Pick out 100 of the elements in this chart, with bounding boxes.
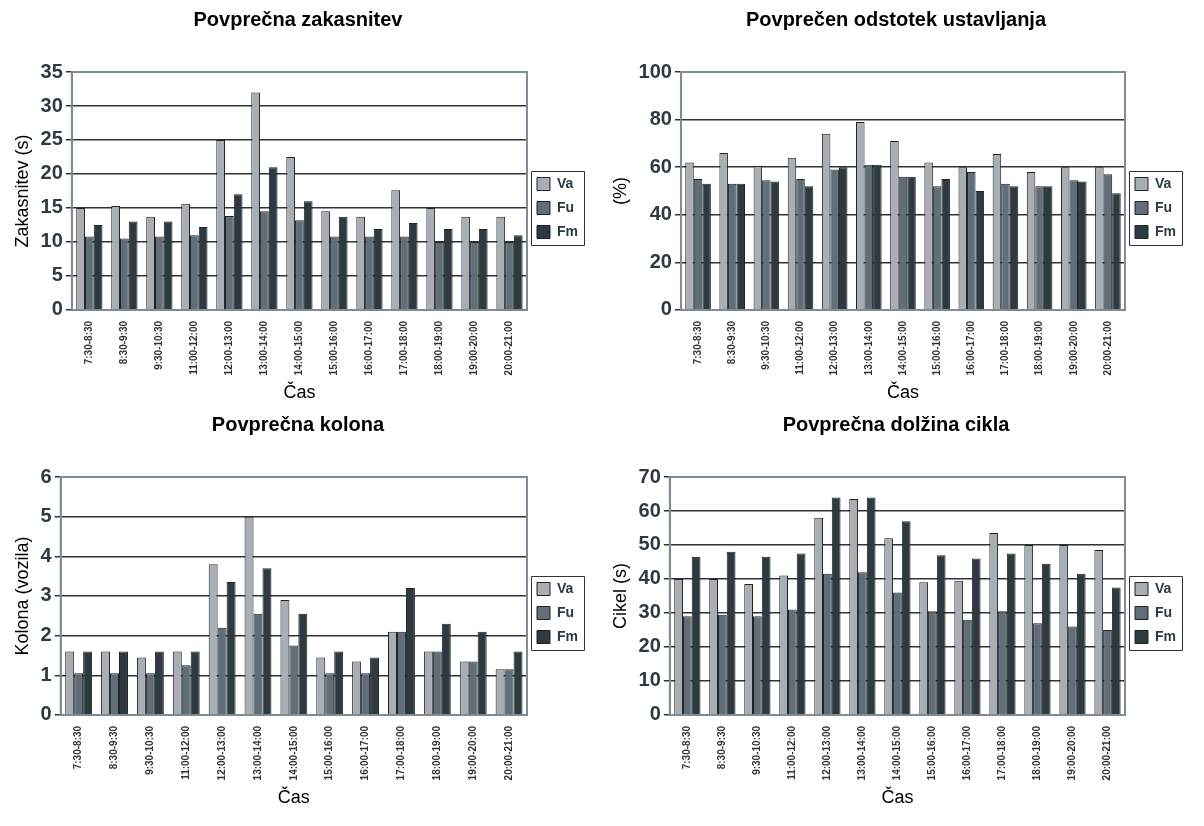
chart-title: Povprečna zakasnitev [193, 7, 404, 30]
x-axis-title: Čas [886, 381, 919, 403]
x-tick-label: 20:00-21:00 [1101, 320, 1113, 376]
legend-label: Va [1155, 579, 1172, 596]
x-tick-label: 12:00-13:00 [215, 725, 227, 781]
x-tick-label: 19:00-20:00 [1066, 725, 1078, 781]
y-tick-label: 6 [40, 464, 52, 487]
x-tick-label: 19:00-20:00 [1067, 320, 1079, 376]
x-tick-label: 17:00-18:00 [999, 320, 1011, 376]
x-tick-label: 19:00-20:00 [468, 320, 480, 376]
chart-title: Povprečna kolona [211, 412, 386, 435]
y-tick-label: 80 [649, 107, 672, 130]
legend-label: Fu [1155, 198, 1173, 215]
y-tick-label: 40 [638, 566, 661, 589]
x-tick-label: 13:00-14:00 [862, 320, 874, 376]
y-tick-label: 10 [40, 229, 63, 252]
y-tick-label: 5 [40, 504, 52, 527]
x-tick-label: 7:30-8:30 [691, 320, 703, 365]
y-tick-label: 30 [40, 93, 63, 116]
y-tick-label: 60 [649, 154, 672, 177]
y-tick-label: 70 [638, 464, 661, 487]
x-tick-label: 8:30-9:30 [725, 320, 737, 365]
x-tick-label: 16:00-17:00 [965, 320, 977, 376]
x-tick-label: 17:00-18:00 [395, 725, 407, 781]
y-tick-label: 10 [638, 668, 661, 691]
x-tick-label: 16:00-17:00 [363, 320, 375, 376]
x-tick-label: 9:30-10:30 [144, 725, 156, 775]
y-tick-label: 100 [638, 59, 672, 82]
x-tick-label: 9:30-10:30 [760, 320, 772, 370]
y-tick-label: 5 [51, 263, 63, 286]
x-tick-label: 13:00-14:00 [258, 320, 270, 376]
y-tick-label: 20 [649, 249, 672, 272]
x-tick-label: 12:00-13:00 [223, 320, 235, 376]
x-tick-label: 8:30-9:30 [118, 320, 130, 365]
x-tick-label: 7:30-8:30 [681, 725, 693, 770]
y-tick-label: 20 [638, 634, 661, 657]
x-tick-label: 18:00-19:00 [433, 320, 445, 376]
x-tick-label: 20:00-21:00 [502, 725, 514, 781]
y-axis-title: Kolona (vozila) [11, 536, 32, 656]
x-tick-label: 14:00-15:00 [287, 725, 299, 781]
y-tick-label: 25 [40, 127, 63, 150]
y-tick-label: 2 [40, 623, 52, 646]
y-tick-label: 0 [40, 702, 52, 725]
legend-label: Fm [557, 627, 578, 644]
x-tick-label: 12:00-13:00 [828, 320, 840, 376]
x-tick-label: 16:00-17:00 [961, 725, 973, 781]
legend-label: Fm [557, 222, 578, 239]
legend-label: Fm [1155, 627, 1176, 644]
y-tick-label: 50 [638, 532, 661, 555]
x-tick-label: 17:00-18:00 [996, 725, 1008, 781]
legend-label: Fu [557, 603, 575, 620]
chart-title: Povprečna dolžina cikla [782, 412, 1011, 435]
x-axis-title: Čas [881, 786, 914, 808]
x-tick-label: 7:30-8:30 [83, 320, 95, 365]
x-tick-label: 14:00-15:00 [896, 320, 908, 376]
x-tick-label: 20:00-21:00 [503, 320, 515, 376]
x-tick-label: 17:00-18:00 [398, 320, 410, 376]
x-tick-label: 11:00-12:00 [180, 725, 192, 780]
y-tick-label: 1 [40, 662, 52, 685]
y-tick-label: 0 [51, 297, 63, 320]
y-axis-title: Zakasnitev (s) [11, 134, 32, 248]
x-tick-label: 11:00-12:00 [794, 320, 806, 375]
legend-label: Fu [1155, 603, 1173, 620]
y-tick-label: 15 [40, 195, 63, 218]
legend-label: Va [557, 174, 574, 191]
y-tick-label: 60 [638, 498, 661, 521]
y-tick-label: 4 [40, 543, 53, 566]
x-tick-label: 13:00-14:00 [251, 725, 263, 781]
x-axis-title: Čas [277, 786, 310, 808]
legend-label: Va [557, 579, 574, 596]
x-axis-title: Čas [283, 381, 316, 403]
x-tick-label: 11:00-12:00 [786, 725, 798, 780]
x-tick-label: 9:30-10:30 [751, 725, 763, 775]
x-tick-label: 18:00-19:00 [1033, 320, 1045, 376]
y-tick-label: 35 [40, 59, 63, 82]
y-tick-label: 40 [649, 202, 672, 225]
y-tick-label: 20 [40, 161, 63, 184]
y-tick-label: 0 [649, 702, 661, 725]
x-tick-label: 18:00-19:00 [1031, 725, 1043, 781]
y-tick-label: 3 [40, 583, 52, 606]
x-tick-label: 15:00-16:00 [930, 320, 942, 376]
x-tick-label: 9:30-10:30 [153, 320, 165, 370]
legend-label: Va [1155, 174, 1172, 191]
x-tick-label: 15:00-16:00 [926, 725, 938, 781]
x-tick-label: 19:00-20:00 [466, 725, 478, 781]
x-tick-label: 12:00-13:00 [821, 725, 833, 781]
x-tick-label: 14:00-15:00 [293, 320, 305, 376]
x-tick-label: 7:30-8:30 [72, 725, 84, 770]
legend-label: Fm [1155, 222, 1176, 239]
x-tick-label: 18:00-19:00 [431, 725, 443, 781]
x-tick-label: 14:00-15:00 [891, 725, 903, 781]
y-tick-label: 30 [638, 600, 661, 623]
x-tick-label: 8:30-9:30 [108, 725, 120, 770]
x-tick-label: 11:00-12:00 [188, 320, 200, 375]
x-tick-label: 13:00-14:00 [856, 725, 868, 781]
x-tick-label: 16:00-17:00 [359, 725, 371, 781]
x-tick-label: 15:00-16:00 [328, 320, 340, 376]
y-tick-label: 0 [660, 297, 672, 320]
y-axis-title: Cikel (s) [609, 562, 630, 629]
chart-title: Povprečen odstotek ustavljanja [745, 7, 1047, 30]
